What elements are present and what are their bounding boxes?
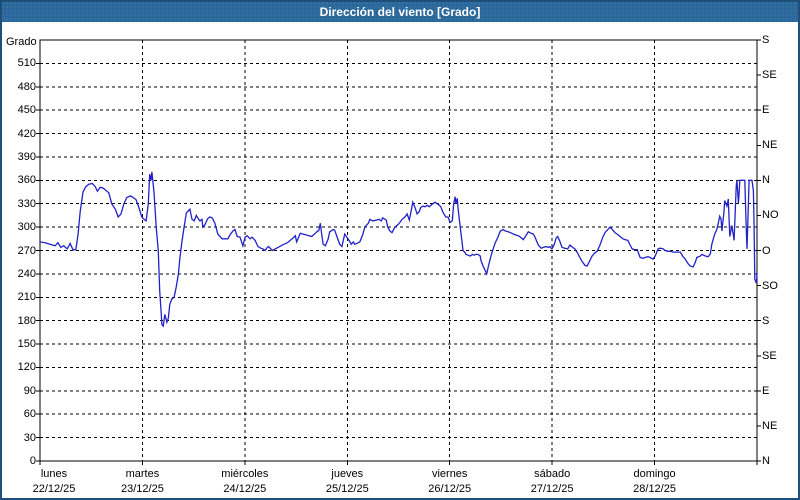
y-axis-tick-label: 60 (23, 408, 36, 421)
y-axis-tick-label: 240 (17, 267, 36, 280)
date-label: 24/12/25 (223, 483, 267, 495)
y-axis-tick-label: 330 (17, 197, 36, 210)
wind-direction-line (39, 171, 758, 328)
compass-tick-label: N (762, 174, 770, 187)
y-axis-tick-label: 90 (23, 384, 36, 397)
y-axis-tick-label: 420 (17, 127, 36, 140)
date-label: 28/12/25 (633, 483, 676, 495)
y-axis-tick-label: 150 (17, 338, 36, 351)
compass-tick-label: SE (762, 69, 777, 82)
y-axis-tick-label: 510 (17, 57, 36, 70)
day-label: lunes (40, 468, 68, 480)
compass-tick-label: NE (762, 419, 778, 432)
day-label: sábado (534, 468, 571, 480)
compass-tick-label: E (762, 104, 770, 117)
y-axis-tick-label: 390 (17, 150, 36, 163)
y-axis-tick-label: 300 (17, 221, 36, 234)
y-axis-tick-label: 180 (17, 314, 36, 327)
y-axis-tick-label: 450 (17, 104, 36, 117)
compass-tick-label: E (762, 384, 770, 397)
title-bar: Dirección del viento [Grado] (2, 2, 798, 22)
date-label: 27/12/25 (530, 483, 574, 495)
y-axis-tick-label: 480 (17, 80, 36, 93)
compass-tick-label: N (762, 455, 770, 467)
y-axis-tick-label: 270 (17, 244, 36, 257)
day-label: miércoles (221, 468, 269, 480)
y-axis-tick-label: 360 (17, 174, 36, 187)
compass-tick-label: O (762, 244, 771, 257)
compass-tick-label: SE (762, 349, 777, 362)
y-axis-tick-label: 0 (29, 455, 36, 467)
date-label: 22/12/25 (32, 483, 76, 495)
y-axis-tick-label: 210 (17, 291, 36, 304)
date-label: 26/12/25 (428, 483, 472, 495)
day-label: domingo (633, 468, 676, 480)
compass-tick-label: SO (762, 279, 778, 292)
plot-frame (39, 39, 758, 462)
compass-tick-label: S (762, 314, 770, 327)
day-label: viernes (431, 468, 468, 480)
y-axis-unit-label: Grado (6, 36, 37, 48)
compass-tick-label: S (762, 34, 770, 46)
chart-title: Dirección del viento [Grado] (319, 5, 481, 19)
day-label: martes (125, 468, 160, 480)
y-axis-tick-label: 120 (17, 361, 36, 374)
day-label: jueves (331, 468, 364, 480)
date-label: 23/12/25 (121, 483, 164, 495)
date-label: 25/12/25 (325, 483, 369, 495)
y-axis-tick-label: 30 (23, 431, 36, 444)
compass-tick-label: NO (762, 209, 779, 222)
compass-tick-label: NE (762, 139, 778, 152)
